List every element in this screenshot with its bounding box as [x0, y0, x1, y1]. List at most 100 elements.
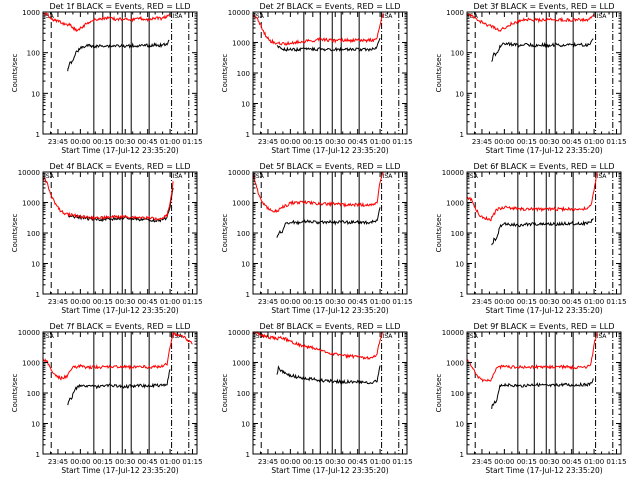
- series-line-events: [67, 369, 171, 406]
- x-tick-label: 00:00: [70, 138, 90, 146]
- x-tick-label: 01:15: [392, 298, 412, 306]
- y-tick-label: 1: [460, 131, 464, 139]
- x-tick-label: 00:30: [115, 298, 135, 306]
- x-tick-label: 01:15: [392, 458, 412, 466]
- series-line-lld: [42, 176, 174, 221]
- x-tick-label: 01:00: [584, 298, 604, 306]
- gap-marker-label: ISA: [468, 173, 479, 180]
- y-axis-label: Counts/sec: [11, 214, 19, 253]
- y-tick-label: 1000: [446, 9, 464, 17]
- y-tick-label: 10: [241, 261, 250, 269]
- x-axis-label: Start Time (17-Jul-12 23:35:20): [271, 466, 388, 475]
- y-tick-label: 1: [246, 451, 250, 459]
- x-tick-label: 01:00: [584, 458, 604, 466]
- gap-marker-label: ISA: [44, 173, 55, 180]
- y-axis-label: Counts/sec: [435, 214, 443, 253]
- chart-panel-8: Det 8f BLACK = Events, RED = LLD ISA ISA 1 1…: [221, 322, 413, 475]
- y-tick-label: 10: [241, 421, 250, 429]
- plot-frame: [42, 171, 198, 295]
- gap-marker-label: ISA: [597, 333, 608, 340]
- x-tick-label: 00:00: [280, 458, 300, 466]
- x-tick-label: 00:30: [325, 298, 345, 306]
- gap-marker-label: ISA: [173, 13, 184, 20]
- y-tick-label: 1: [246, 291, 250, 299]
- series-line-lld: [466, 331, 598, 383]
- y-tick-label: 10: [455, 90, 464, 98]
- x-tick-label: 01:00: [160, 138, 180, 146]
- chart-title: Det 9f BLACK = Events, RED = LLD: [473, 322, 614, 331]
- gap-marker-label: ISA: [254, 333, 265, 340]
- x-tick-label: 01:00: [370, 298, 390, 306]
- y-tick-label: 1: [246, 131, 250, 139]
- chart-panel-4: Det 4f BLACK = Events, RED = LLD ISA ISA 1 1…: [11, 162, 203, 315]
- y-tick-label: 10000: [228, 329, 250, 337]
- x-tick-label: 00:15: [517, 298, 537, 306]
- y-tick-label: 100: [27, 50, 40, 58]
- y-tick-label: 10: [455, 421, 464, 429]
- chart-title: Det 1f BLACK = Events, RED = LLD: [49, 2, 190, 11]
- y-tick-label: 100: [237, 390, 250, 398]
- x-tick-label: 23:45: [258, 138, 278, 146]
- x-axis-label: Start Time (17-Jul-12 23:35:20): [485, 466, 602, 475]
- y-tick-label: 100: [451, 390, 464, 398]
- x-tick-label: 00:45: [138, 138, 158, 146]
- chart-panel-2: Det 2f BLACK = Events, RED = LLD ISA ISA 1 1…: [221, 2, 413, 155]
- plot-frame: [466, 11, 622, 135]
- y-axis-label: Counts/sec: [221, 214, 229, 253]
- gap-marker-label: ISA: [44, 13, 55, 20]
- x-tick-label: 01:00: [160, 298, 180, 306]
- x-tick-label: 00:45: [138, 298, 158, 306]
- x-tick-label: 01:15: [182, 138, 202, 146]
- y-tick-label: 10000: [228, 169, 250, 177]
- x-tick-label: 00:45: [562, 458, 582, 466]
- y-tick-label: 1: [460, 451, 464, 459]
- y-tick-label: 100: [237, 70, 250, 78]
- x-axis-label: Start Time (17-Jul-12 23:35:20): [485, 306, 602, 315]
- y-tick-label: 1000: [22, 360, 40, 368]
- x-tick-label: 00:00: [494, 458, 514, 466]
- y-tick-label: 1000: [22, 200, 40, 208]
- x-tick-label: 00:45: [562, 138, 582, 146]
- y-tick-label: 1000: [232, 360, 250, 368]
- y-tick-label: 1: [36, 451, 40, 459]
- gap-marker-label: ISA: [173, 173, 184, 180]
- x-tick-label: 00:00: [280, 298, 300, 306]
- x-tick-label: 23:45: [472, 298, 492, 306]
- x-tick-label: 00:15: [517, 138, 537, 146]
- x-tick-label: 00:00: [70, 298, 90, 306]
- y-tick-label: 10000: [442, 169, 464, 177]
- series-line-lld: [42, 12, 171, 32]
- series-line-events: [276, 365, 381, 385]
- x-tick-label: 00:30: [115, 138, 135, 146]
- chart-title: Det 2f BLACK = Events, RED = LLD: [259, 2, 400, 11]
- series-line-events: [67, 187, 174, 223]
- x-tick-label: 23:45: [258, 298, 278, 306]
- y-tick-label: 100: [27, 390, 40, 398]
- x-tick-label: 23:45: [48, 138, 68, 146]
- y-tick-label: 1: [460, 291, 464, 299]
- x-tick-label: 00:45: [348, 298, 368, 306]
- y-tick-label: 1: [36, 131, 40, 139]
- y-tick-label: 1: [36, 291, 40, 299]
- x-tick-label: 00:30: [325, 458, 345, 466]
- y-tick-label: 1000: [446, 200, 464, 208]
- y-tick-label: 10: [31, 261, 40, 269]
- chart-panel-1: Det 1f BLACK = Events, RED = LLD ISA ISA 1 1…: [11, 2, 203, 155]
- chart-title: Det 7f BLACK = Events, RED = LLD: [49, 322, 190, 331]
- gap-marker-label: ISA: [468, 333, 479, 340]
- series-line-events: [491, 378, 594, 409]
- y-tick-label: 1000: [22, 9, 40, 17]
- y-tick-label: 100: [27, 230, 40, 238]
- x-tick-label: 00:30: [325, 138, 345, 146]
- y-tick-label: 10: [455, 261, 464, 269]
- chart-panel-9: Det 9f BLACK = Events, RED = LLD ISA ISA 1 1…: [435, 322, 627, 475]
- x-axis-label: Start Time (17-Jul-12 23:35:20): [271, 146, 388, 155]
- series-line-events: [67, 39, 170, 72]
- series-line-lld: [466, 171, 598, 222]
- x-tick-label: 01:00: [160, 458, 180, 466]
- plot-frame: [466, 171, 622, 295]
- y-axis-label: Counts/sec: [221, 54, 229, 93]
- y-axis-label: Counts/sec: [435, 374, 443, 413]
- x-tick-label: 23:45: [472, 458, 492, 466]
- x-tick-label: 01:15: [606, 298, 626, 306]
